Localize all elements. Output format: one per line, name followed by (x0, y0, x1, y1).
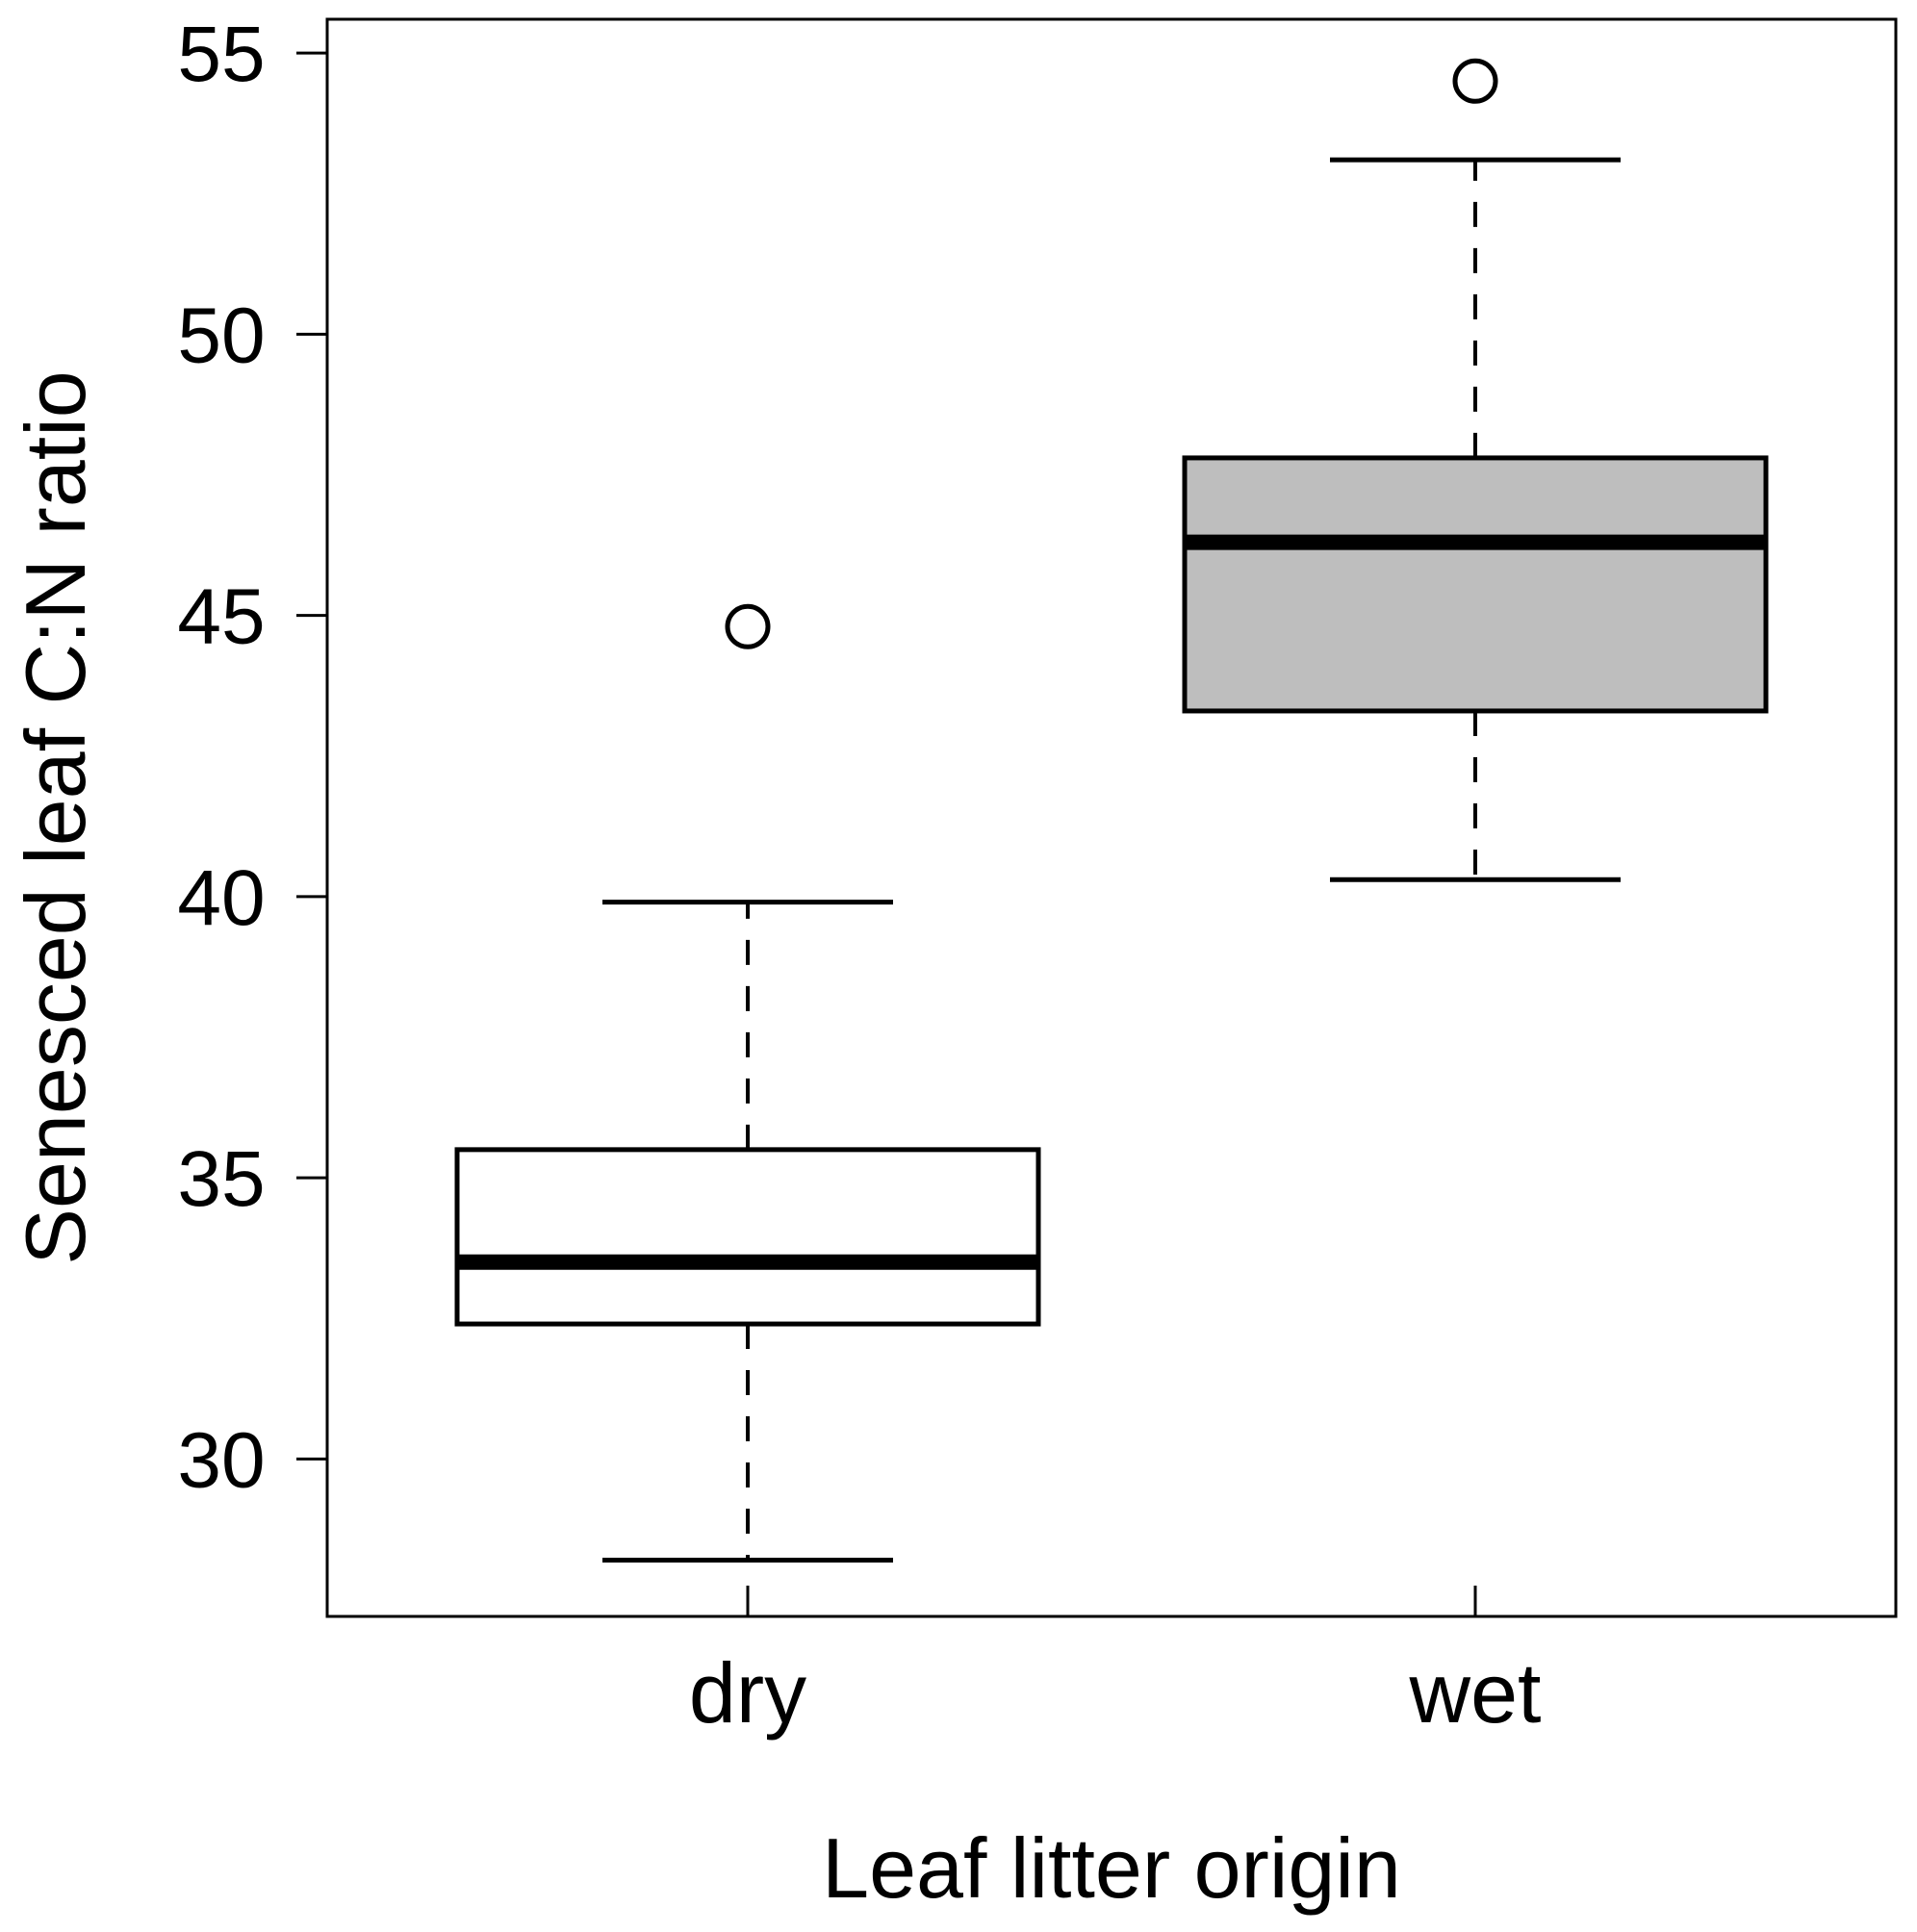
outlier-point (1452, 58, 1498, 104)
plot-frame (325, 17, 1898, 1618)
x-axis-label: Leaf litter origin (822, 1820, 1401, 1916)
box-group-wet (1182, 58, 1769, 882)
x-tick-label-dry: dry (689, 1645, 806, 1741)
x-axis: dry wet (689, 1586, 1542, 1741)
y-tick-label: 30 (177, 1416, 265, 1504)
box-groups (454, 58, 1769, 1563)
box-group-dry (454, 603, 1041, 1563)
x-tick-label-wet: wet (1409, 1645, 1542, 1741)
y-tick-label: 50 (177, 292, 265, 379)
y-tick-label: 45 (177, 573, 265, 661)
iqr-box (1182, 455, 1769, 714)
y-tick-label: 40 (177, 854, 265, 942)
y-axis-label: Senesced leaf C:N ratio (8, 370, 103, 1264)
y-tick-label: 55 (177, 11, 265, 98)
outlier-point (725, 603, 771, 649)
y-tick-label: 35 (177, 1135, 265, 1223)
y-axis: 30 35 40 45 50 55 (177, 11, 327, 1504)
iqr-box (454, 1147, 1041, 1327)
